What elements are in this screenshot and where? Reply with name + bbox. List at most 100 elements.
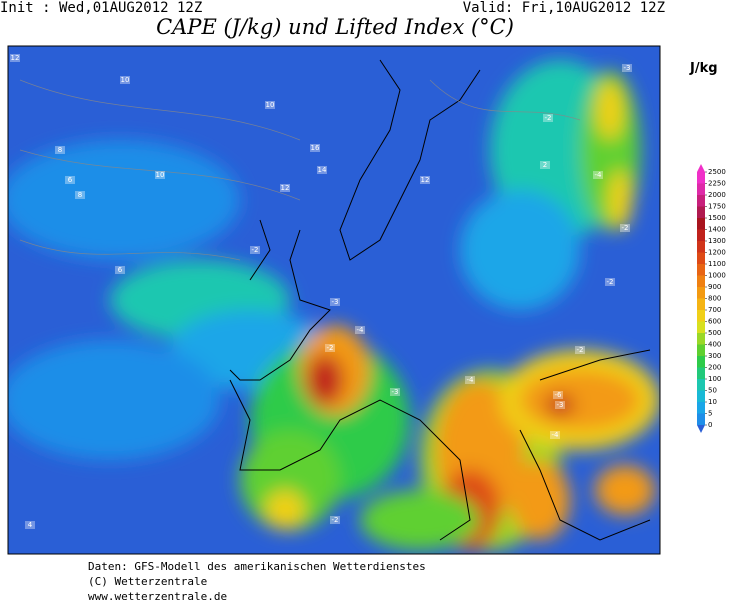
colorbar-swatch	[697, 390, 705, 402]
contour-label: -3	[392, 388, 399, 396]
colorbar-swatch	[697, 252, 705, 264]
contour-label: 12	[11, 54, 20, 62]
colorbar-label: 1750	[708, 203, 726, 211]
contour-label-box	[620, 224, 630, 232]
footer-line: Daten: GFS-Modell des amerikanischen Wet…	[88, 560, 426, 573]
contour-label: -3	[332, 298, 339, 306]
colorbar-swatch	[697, 275, 705, 287]
colorbar-label: 50	[708, 387, 717, 395]
colorbar-label: 200	[708, 364, 721, 372]
contour-label: -3	[557, 401, 564, 409]
contour-label: -2	[622, 224, 629, 232]
contour-label-box	[553, 391, 563, 399]
colorbar-swatch	[697, 310, 705, 322]
colorbar-label: 800	[708, 295, 721, 303]
contour-label: 6	[118, 266, 123, 274]
contour-label: 16	[311, 144, 320, 152]
contour-label: 10	[156, 171, 165, 179]
contour-label-box	[75, 191, 85, 199]
contour-label-box	[355, 326, 365, 334]
contour-label: -3	[624, 64, 631, 72]
colorbar-swatch	[697, 413, 705, 425]
contour-label-box	[120, 76, 130, 84]
contour-label: -2	[332, 516, 339, 524]
contour-label: 8	[58, 146, 62, 154]
contour-label: -2	[252, 246, 259, 254]
contour-label-box	[65, 176, 75, 184]
contour-label: 10	[266, 101, 275, 109]
contour-label-box	[310, 144, 320, 152]
colorbar-swatch	[697, 206, 705, 218]
contour-label: 4	[28, 521, 33, 529]
colorbar-swatch	[697, 195, 705, 207]
contour-label-box	[465, 376, 475, 384]
colorbar-swatch	[697, 356, 705, 368]
colorbar-swatch	[697, 379, 705, 391]
contour-label-box	[330, 298, 340, 306]
contour-label-box	[593, 171, 603, 179]
contour-label: -4	[467, 376, 475, 384]
colorbar-swatch	[697, 172, 705, 184]
contour-label: 10	[121, 76, 130, 84]
colorbar-swatch	[697, 183, 705, 195]
colorbar-label: 1300	[708, 237, 726, 245]
colorbar-label: 1000	[708, 272, 726, 280]
contour-label-box	[543, 114, 553, 122]
contour-label-box	[25, 521, 35, 529]
contour-label: -4	[357, 326, 365, 334]
colorbar-label: 1200	[708, 249, 726, 257]
contour-label-box	[330, 516, 340, 524]
footer-line: (C) Wetterzentrale	[88, 575, 207, 588]
footer-line: www.wetterzentrale.de	[88, 590, 227, 603]
contour-label-box	[317, 166, 327, 174]
colorbar-swatch	[697, 164, 705, 172]
colorbar-swatch	[697, 321, 705, 333]
colorbar-label: 500	[708, 329, 721, 337]
contour-label: -2	[327, 344, 334, 352]
map-frame	[7, 45, 661, 555]
contour-label: 8	[78, 191, 82, 199]
colorbar-label: 100	[708, 375, 721, 383]
colorbar: 0 5 10 50 100 200 300 400 500 600 700 800 900 1000 110…	[697, 164, 726, 433]
colorbar-swatch	[697, 287, 705, 299]
colorbar-label: 1500	[708, 214, 726, 222]
contour-label: 14	[318, 166, 327, 174]
colorbar-label: 400	[708, 341, 721, 349]
colorbar-label: 5	[708, 410, 712, 418]
contour-label-box	[280, 184, 290, 192]
cape-field	[8, 60, 660, 550]
colorbar-swatch	[697, 298, 705, 310]
colorbar-swatch	[697, 264, 705, 276]
isolines	[19, 79, 581, 261]
init-time: Init : Wed,01AUG2012 12Z	[0, 0, 202, 16]
contour-label-box	[575, 346, 585, 354]
contour-label-box	[605, 278, 615, 286]
contour-label-box	[250, 246, 260, 254]
contour-label-box	[420, 176, 430, 184]
contour-label-box	[155, 171, 165, 179]
colorbar-swatch	[697, 333, 705, 345]
map-title: CAPE (J/kg) und Lifted Index (°C)	[156, 15, 514, 39]
contour-labels: 121086121016141210-2-3-4-2-3-4-3-2-4-6-2…	[10, 54, 632, 529]
contour-label: -6	[555, 391, 563, 399]
colorbar-label: 2500	[708, 168, 726, 176]
colorbar-swatch	[697, 229, 705, 241]
colorbar-swatch	[697, 425, 705, 433]
contour-label: 6	[68, 176, 73, 184]
contour-label: 2	[543, 161, 547, 169]
colorbar-label: 300	[708, 352, 721, 360]
colorbar-label: 2000	[708, 191, 726, 199]
colorbar-label: 10	[708, 398, 717, 406]
colorbar-label: 2250	[708, 180, 726, 188]
contour-label: 12	[281, 184, 290, 192]
colorbar-label: 900	[708, 283, 721, 291]
colorbar-swatch	[697, 218, 705, 230]
contour-label-box	[55, 146, 65, 154]
contour-label-box	[622, 64, 632, 72]
colorbar-swatch	[697, 241, 705, 253]
contour-label: -4	[552, 431, 560, 439]
contour-label: -4	[595, 171, 603, 179]
colorbar-swatch	[697, 402, 705, 414]
colorbar-label: 1400	[708, 226, 726, 234]
